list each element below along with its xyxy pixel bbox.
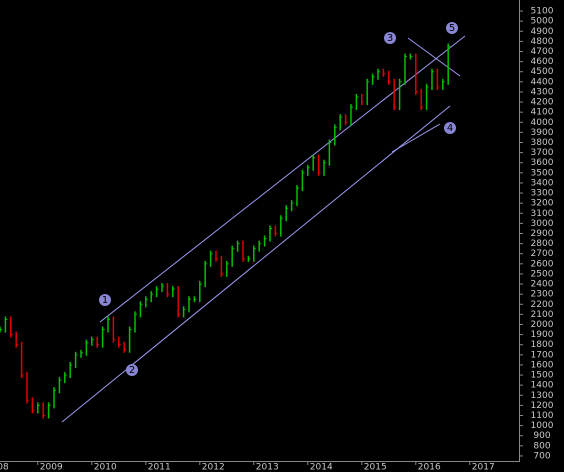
wave-1: 1 [99,294,111,306]
wave-2: 2 [126,364,138,376]
y-tick-label: 1400 [531,381,554,391]
y-tick-label: 4600 [531,57,554,67]
wave-marker [444,122,456,134]
y-tick-label: 1100 [531,411,554,421]
y-tick-label: 2500 [531,269,554,279]
x-tick-label: 2008 [0,463,9,472]
y-tick-label: 4400 [531,77,554,87]
y-tick-label: 2200 [531,300,554,310]
y-tick-label: 2000 [531,320,554,330]
y-tick-label: 1300 [531,391,554,401]
wave-label: 2 [129,365,135,376]
y-tick-label: 1700 [531,350,554,360]
y-tick-label: 3100 [531,209,554,219]
y-tick-label: 2800 [531,239,554,249]
y-tick-label: 1900 [531,330,554,340]
channel-upper [99,35,466,323]
x-tick-label: 2013 [256,463,279,472]
x-tick-label: 2016 [418,463,441,472]
x-tick-label: 2015 [364,463,387,472]
wave-5: 5 [446,22,458,34]
y-tick-label: 2400 [531,280,554,290]
y-tick-label: 4800 [531,37,554,47]
y-tick-label: 4200 [531,98,554,108]
y-tick-label: 700 [533,451,550,461]
y-tick-label: 2300 [531,290,554,300]
wave-label: 4 [447,123,453,134]
y-tick-label: 2600 [531,259,554,269]
y-tick-label: 2700 [531,249,554,259]
wedge-lower [391,123,441,153]
y-tick-label: 3800 [531,138,554,148]
wave-label: 3 [387,33,393,44]
wedge-upper [407,37,461,77]
y-tick-label: 5100 [531,7,554,17]
y-tick-label: 3900 [531,128,554,138]
y-tick-label: 2100 [531,310,554,320]
y-tick-label: 3600 [531,158,554,168]
y-tick-label: 2900 [531,229,554,239]
y-tick-label: 3200 [531,199,554,209]
y-tick-label: 4100 [531,108,554,118]
y-tick-label: 1500 [531,371,554,381]
y-tick-label: 1200 [531,401,554,411]
y-tick-label: 1800 [531,340,554,350]
price-bars [0,43,451,419]
wave-4: 4 [444,122,456,134]
wave-label: 5 [449,23,455,34]
y-tick-label: 900 [533,431,550,441]
y-tick-label: 4900 [531,27,554,37]
wave-label: 1 [102,295,108,306]
wave-marker [384,32,396,44]
wave-marker [126,364,138,376]
y-tick-label: 800 [533,441,550,451]
y-tick-label: 3000 [531,219,554,229]
x-tick-label: 2014 [310,463,333,472]
y-tick-label: 4300 [531,87,554,97]
wave-marker [446,22,458,34]
y-tick-label: 3700 [531,148,554,158]
x-tick-label: 2017 [472,463,495,472]
y-tick-label: 1600 [531,360,554,370]
wave-3: 3 [384,32,396,44]
x-tick-label: 2011 [148,463,171,472]
y-tick-label: 5000 [531,17,554,27]
x-tick-label: 2009 [40,463,63,472]
plot-area [0,0,520,461]
y-tick-label: 3300 [531,189,554,199]
wave-marker [99,294,111,306]
x-tick-label: 2012 [202,463,225,472]
y-tick-label: 4700 [531,47,554,57]
y-tick-label: 3400 [531,178,554,188]
y-tick-label: 4500 [531,67,554,77]
x-tick-label: 2010 [94,463,117,472]
y-tick-label: 1000 [531,421,554,431]
y-tick-label: 4000 [531,118,554,128]
y-tick-label: 3500 [531,168,554,178]
